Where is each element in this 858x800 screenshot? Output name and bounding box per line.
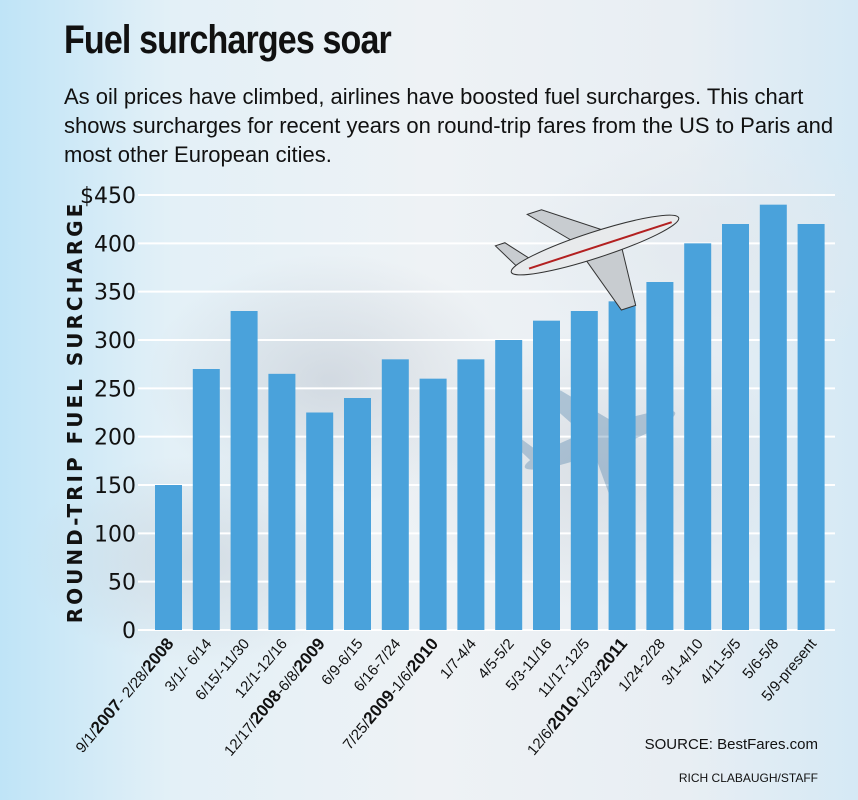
- y-axis-label: ROUND-TRIP FUEL SURCHARGE: [63, 201, 87, 624]
- bar: [457, 359, 485, 630]
- x-tick-label: 1/7-4/4: [437, 636, 480, 683]
- bar: [533, 320, 560, 630]
- bar: [155, 485, 182, 630]
- bar: [230, 311, 258, 630]
- bar: [797, 224, 825, 630]
- y-tick-label: 200: [94, 426, 136, 451]
- x-tick-label: 9/1/2007- 2/28/2008: [71, 634, 178, 756]
- source-note: SOURCE: BestFares.com: [644, 736, 818, 753]
- x-tick-label: 3/1-4/10: [658, 636, 706, 689]
- y-tick-label: 100: [94, 522, 136, 547]
- y-tick-label: 150: [94, 474, 136, 499]
- bar: [381, 359, 409, 630]
- bar: [419, 378, 447, 630]
- bar: [495, 340, 523, 630]
- bar: [759, 204, 787, 630]
- bar: [306, 412, 334, 630]
- airplane-icon: [494, 209, 680, 311]
- bar: [684, 243, 712, 631]
- y-tick-label: 50: [108, 571, 136, 596]
- bar: [722, 224, 749, 630]
- chart-title: Fuel surcharges soar: [64, 18, 392, 62]
- bar: [192, 369, 220, 630]
- x-tick-label: 4/11-5/5: [697, 636, 745, 688]
- y-tick-label: 0: [122, 619, 136, 644]
- y-tick-label: 400: [94, 232, 136, 257]
- bar: [268, 373, 296, 630]
- bar: [344, 398, 371, 630]
- bar: [608, 301, 636, 630]
- chart-subtitle: As oil prices have climbed, airlines hav…: [64, 84, 834, 167]
- bar: [646, 282, 674, 630]
- credit-note: RICH CLABAUGH/STAFF: [678, 771, 818, 785]
- bar: [570, 311, 598, 630]
- y-tick-label: 250: [94, 377, 136, 402]
- y-tick-label: $450: [80, 184, 136, 209]
- y-tick-label: 350: [94, 281, 136, 306]
- y-tick-label: 300: [94, 329, 136, 354]
